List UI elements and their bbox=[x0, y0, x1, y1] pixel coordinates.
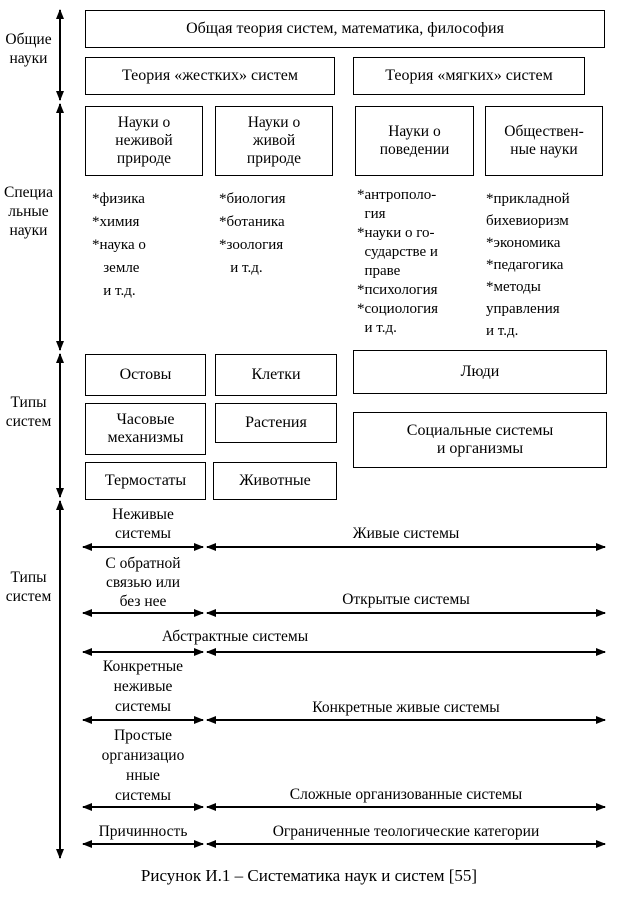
box-animals: Животные bbox=[213, 462, 337, 500]
double-arrow-row6-left-icon bbox=[83, 843, 203, 845]
box-skeletons: Остовы bbox=[85, 354, 206, 396]
double-arrow-row6-right-icon bbox=[207, 843, 605, 845]
label-living-systems: Живые системы bbox=[352, 525, 460, 542]
double-arrow-row1-right-icon bbox=[207, 546, 605, 548]
box-thermostats: Термостаты bbox=[85, 462, 206, 500]
label-concrete-living-systems: Конкретные живые системы bbox=[312, 699, 500, 716]
axis-double-arrow-types2-icon bbox=[59, 501, 61, 858]
label-abstract-systems: Абстрактные системы bbox=[161, 628, 309, 645]
list-behavior-sciences: *антрополо- гия *науки о го- сударстве и… bbox=[357, 187, 439, 336]
double-arrow-row4-right-icon bbox=[207, 719, 605, 721]
box-soft-systems: Теория «мягких» систем bbox=[353, 57, 585, 95]
axis-label-system-types-2: Типы систем bbox=[5, 569, 52, 605]
label-teleological-categories: Ограниченные теологические категории bbox=[272, 823, 540, 840]
label-simple-organized-systems: Простые организацио нные системы bbox=[101, 727, 185, 804]
list-inanimate-sciences: *физика *химия *наука о земле и т.д. bbox=[92, 191, 146, 299]
double-arrow-row2-right-icon bbox=[207, 612, 605, 614]
box-social-systems: Социальные системы и организмы bbox=[353, 412, 607, 468]
label-causality: Причинность bbox=[98, 823, 188, 840]
axis-double-arrow-special-icon bbox=[59, 104, 61, 350]
label-open-systems: Открытые системы bbox=[342, 591, 470, 608]
box-sciences-behavior: Науки о поведении bbox=[355, 106, 474, 176]
box-general-theory: Общая теория систем, математика, философ… bbox=[85, 10, 605, 48]
double-arrow-row2-left-icon bbox=[83, 612, 203, 614]
double-arrow-row5-left-icon bbox=[83, 806, 203, 808]
axis-label-system-types-1: Типы систем bbox=[5, 394, 52, 430]
axis-double-arrow-types1-icon bbox=[59, 354, 61, 497]
box-plants: Растения bbox=[215, 403, 337, 443]
box-sciences-inanimate-nature: Науки о неживой природе bbox=[85, 106, 203, 176]
label-feedback-systems: С обратной связью или без нее bbox=[105, 555, 181, 610]
box-sciences-social: Обществен- ные науки bbox=[485, 106, 603, 176]
label-concrete-inanimate-systems: Конкретные неживые системы bbox=[102, 658, 184, 715]
box-sciences-animate-nature: Науки о живой природе bbox=[215, 106, 333, 176]
axis-label-special-sciences: Специа льные науки bbox=[4, 184, 53, 239]
list-animate-sciences: *биология *ботаника *зоология и т.д. bbox=[219, 191, 286, 276]
list-social-sciences: *прикладной бихевиоризм *экономика *педа… bbox=[486, 191, 570, 339]
box-cells: Клетки bbox=[215, 354, 337, 396]
axis-label-general-sciences: Общие науки bbox=[5, 31, 52, 67]
double-arrow-row3-left-icon bbox=[83, 651, 203, 653]
double-arrow-row3-right-icon bbox=[207, 651, 605, 653]
box-hard-systems: Теория «жестких» систем bbox=[85, 57, 335, 95]
axis-double-arrow-general-icon bbox=[59, 10, 61, 100]
figure-caption: Рисунок И.1 – Систематика наук и систем … bbox=[140, 866, 478, 885]
label-inanimate-systems: Неживые системы bbox=[112, 506, 174, 542]
double-arrow-row1-left-icon bbox=[83, 546, 203, 548]
box-clockworks: Часовые механизмы bbox=[85, 403, 206, 455]
box-people: Люди bbox=[353, 350, 607, 394]
label-complex-organized-systems: Сложные организованные системы bbox=[289, 786, 523, 803]
double-arrow-row4-left-icon bbox=[83, 719, 203, 721]
double-arrow-row5-right-icon bbox=[207, 806, 605, 808]
